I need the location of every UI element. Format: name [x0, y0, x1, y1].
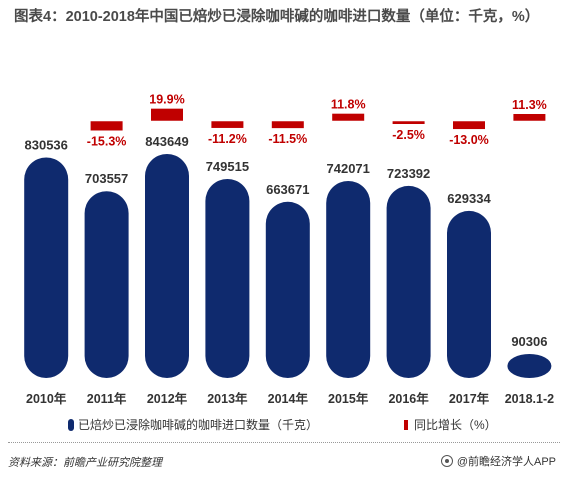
footer-divider — [8, 442, 560, 443]
bar-volume-7 — [447, 210, 491, 378]
bar-volume-2 — [145, 154, 189, 378]
bar-volume-4 — [265, 201, 310, 378]
bar-volume-1 — [84, 191, 129, 378]
data-label-change-7: -13.0% — [449, 133, 489, 147]
data-label-volume-5: 742071 — [327, 161, 370, 176]
data-label-volume-3: 749515 — [206, 159, 249, 174]
x-tick-label-2: 2012年 — [147, 391, 188, 406]
bar-volume-0 — [24, 157, 69, 378]
legend-label-change: 同比增长（%） — [414, 418, 497, 432]
x-tick-label-6: 2016年 — [388, 391, 429, 406]
bar-change-7 — [453, 121, 485, 130]
bar-change-1 — [90, 121, 123, 131]
bar-volume-5 — [326, 180, 371, 378]
bar-volume-8 — [507, 354, 552, 378]
data-label-change-4: -11.5% — [268, 132, 307, 146]
brand-credit: @前瞻经济学人APP — [440, 453, 556, 469]
legend-label-volume: 已焙炒已浸除咖啡碱的咖啡进口数量（千克） — [78, 418, 319, 432]
data-label-volume-4: 663671 — [266, 182, 309, 197]
data-label-volume-0: 830536 — [25, 137, 68, 152]
source-note: 资料来源：前瞻产业研究院整理 — [8, 457, 162, 469]
bar-change-2 — [151, 108, 183, 121]
legend-swatch-volume — [68, 418, 74, 431]
x-tick-label-3: 2013年 — [207, 391, 248, 406]
data-label-change-8: 11.3% — [512, 98, 547, 112]
chart-title: 图表4：2010-2018年中国已焙炒已浸除咖啡碱的咖啡进口数量（单位：千克，%… — [14, 9, 540, 25]
bar-volume-3 — [205, 178, 250, 378]
data-label-volume-7: 629334 — [447, 191, 491, 206]
x-tick-label-4: 2014年 — [268, 391, 309, 406]
bar-change-3 — [211, 121, 244, 128]
bar-change-4 — [271, 121, 304, 129]
x-tick-label-0: 2010年 — [26, 391, 67, 406]
legend-item-volume: 已焙炒已浸除咖啡碱的咖啡进口数量（千克） — [68, 416, 318, 433]
legend-swatch-change — [404, 419, 408, 430]
data-label-volume-6: 723392 — [387, 166, 430, 181]
bar-change-6 — [392, 121, 425, 124]
data-label-change-5: 11.8% — [331, 98, 366, 112]
data-label-change-2: 19.9% — [149, 93, 184, 107]
data-label-change-3: -11.2% — [208, 132, 247, 146]
legend: 已焙炒已浸除咖啡碱的咖啡进口数量（千克） 同比增长（%） — [0, 414, 568, 436]
data-label-volume-2: 843649 — [145, 134, 188, 149]
brand-icon — [440, 455, 453, 467]
chart-canvas: 830536 2010年 703557 2011年 -15.3% 843649 2012年 1… — [24, 93, 556, 406]
x-tick-label-8: 2018.1-2 — [505, 392, 554, 406]
x-tick-label-5: 2015年 — [328, 391, 369, 406]
brand-text: @前瞻经济学人APP — [456, 456, 556, 468]
data-label-change-6: -2.5% — [392, 128, 425, 142]
x-tick-label-1: 2011年 — [87, 391, 127, 406]
data-label-volume-8: 90306 — [511, 334, 547, 349]
bar-change-5 — [332, 113, 365, 121]
x-tick-label-7: 2017年 — [449, 391, 490, 406]
data-label-change-1: -15.3% — [87, 134, 127, 148]
legend-item-change: 同比增长（%） — [404, 416, 497, 433]
data-label-volume-1: 703557 — [85, 171, 128, 186]
bar-volume-6 — [386, 185, 431, 378]
bar-change-8 — [513, 113, 546, 121]
